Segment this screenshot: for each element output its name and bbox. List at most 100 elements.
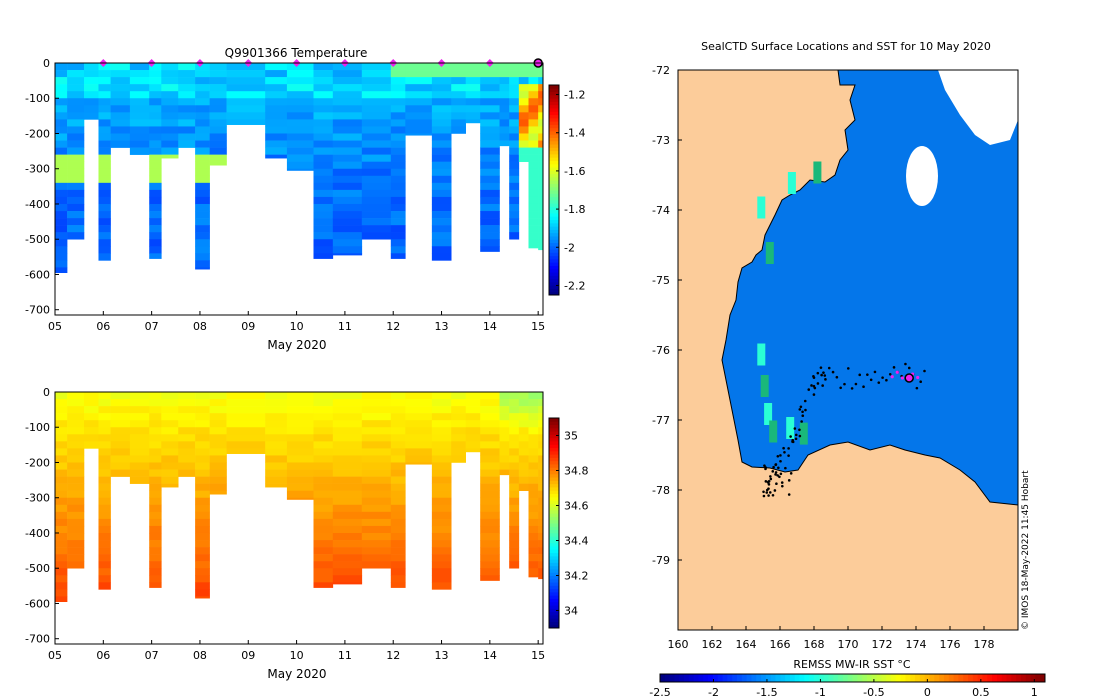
salinity-cell — [286, 420, 314, 428]
temperature-cell — [161, 84, 179, 92]
temperature-colorbar-swatch — [549, 252, 559, 257]
temperature-cell — [499, 63, 510, 71]
temperature-cell — [465, 105, 481, 113]
salinity-cell — [405, 455, 433, 463]
temperature-cell — [98, 189, 111, 198]
temperature-cell — [332, 154, 363, 162]
salinity-cell — [161, 476, 179, 484]
map-colorbar-swatch — [712, 674, 719, 682]
map-colorbar-swatch — [780, 674, 786, 682]
temperature-cell — [361, 203, 392, 212]
salinity-cell — [509, 497, 520, 506]
track-point — [846, 367, 850, 370]
salinity-cell — [332, 532, 363, 541]
temperature-cell — [265, 133, 288, 141]
salinity-cell — [538, 490, 544, 499]
salinity-cell — [161, 483, 179, 488]
temperature-cell — [129, 70, 150, 78]
temperature-cell — [431, 70, 452, 78]
salinity-colorbar-swatch — [549, 450, 559, 455]
salinity-cell — [67, 540, 85, 548]
salinity-colorbar-swatch — [549, 621, 559, 626]
temperature-cell — [509, 175, 520, 184]
temperature-cell — [332, 253, 363, 256]
temperature-cell — [361, 63, 392, 71]
salinity-cell — [332, 554, 363, 562]
map-y-tick-label: -74 — [652, 204, 670, 217]
temperature-cell — [286, 161, 314, 170]
temperature-title: Q9901366 Temperature — [225, 46, 368, 60]
salinity-cell — [67, 497, 85, 506]
salinity-cell — [313, 547, 334, 555]
temperature-x-tick-label: 14 — [483, 320, 497, 333]
salinity-cell — [83, 406, 99, 414]
salinity-cell — [178, 427, 196, 435]
temperature-x-tick-label: 13 — [435, 320, 449, 333]
salinity-cell — [332, 434, 363, 442]
temperature-cell — [518, 119, 529, 127]
salinity-cell — [509, 448, 520, 456]
temperature-cell — [332, 161, 363, 170]
temperature-cell — [528, 63, 539, 71]
temperature-cell — [528, 168, 539, 177]
salinity-colorbar-swatch — [549, 549, 559, 554]
temperature-cell — [528, 225, 539, 233]
salinity-cell — [405, 448, 433, 456]
salinity-cell — [209, 399, 227, 407]
salinity-cell — [518, 455, 529, 463]
temperature-colorbar-swatch — [549, 239, 559, 243]
temperature-cell — [129, 98, 150, 106]
temperature-cell — [451, 70, 466, 78]
salinity-cell — [149, 420, 162, 428]
salinity-cell — [83, 420, 99, 428]
salinity-cell — [149, 532, 162, 541]
temperature-cell — [480, 84, 500, 92]
map-colorbar-swatch — [804, 674, 810, 682]
temperature-cell — [286, 63, 314, 71]
temperature-cell — [55, 91, 68, 99]
salinity-colorbar-tick-label: 34.8 — [564, 465, 589, 478]
map-colorbar-tick-label: 0.5 — [972, 686, 990, 699]
temperature-cell — [98, 105, 111, 113]
salinity-cell — [178, 392, 196, 400]
salinity-cell — [480, 462, 500, 470]
salinity-cell — [55, 511, 68, 520]
temperature-cell — [55, 126, 68, 134]
salinity-cell — [451, 420, 466, 428]
salinity-cell — [98, 399, 111, 407]
salinity-cell — [538, 427, 544, 435]
temperature-cell — [480, 91, 500, 99]
salinity-cell — [361, 448, 392, 456]
temperature-cell — [390, 140, 406, 148]
temperature-cell — [431, 211, 452, 219]
temperature-cell — [195, 239, 210, 247]
temperature-cell — [313, 253, 334, 259]
salinity-cell — [390, 483, 406, 491]
coastal-sst-cell — [764, 403, 773, 425]
temperature-colorbar-swatch — [549, 203, 559, 207]
track-point — [764, 480, 768, 483]
temperature-cell — [83, 112, 99, 120]
temperature-cell — [195, 77, 210, 85]
track-point — [798, 408, 802, 411]
salinity-cell — [480, 575, 500, 581]
track-point — [787, 454, 790, 457]
salinity-cell — [161, 406, 179, 414]
temperature-cell — [195, 133, 210, 141]
salinity-cell — [431, 554, 452, 562]
salinity-cell — [509, 490, 520, 499]
salinity-colorbar-swatch — [549, 568, 559, 573]
salinity-cell — [518, 392, 529, 400]
map-colorbar-swatch — [924, 674, 930, 682]
temperature-cell — [265, 98, 288, 106]
salinity-cell — [178, 399, 196, 407]
temperature-cell — [480, 232, 500, 240]
temperature-colorbar: -1.2-1.4-1.6-1.8-2-2.2 — [548, 84, 585, 296]
salinity-cell — [55, 462, 68, 470]
salinity-cell — [67, 420, 85, 428]
temperature-x-tick-label: 15 — [531, 320, 545, 333]
map-colorbar-swatch — [785, 674, 791, 682]
temperature-cell — [55, 133, 68, 141]
salinity-cell — [313, 497, 334, 506]
track-point — [762, 490, 765, 494]
